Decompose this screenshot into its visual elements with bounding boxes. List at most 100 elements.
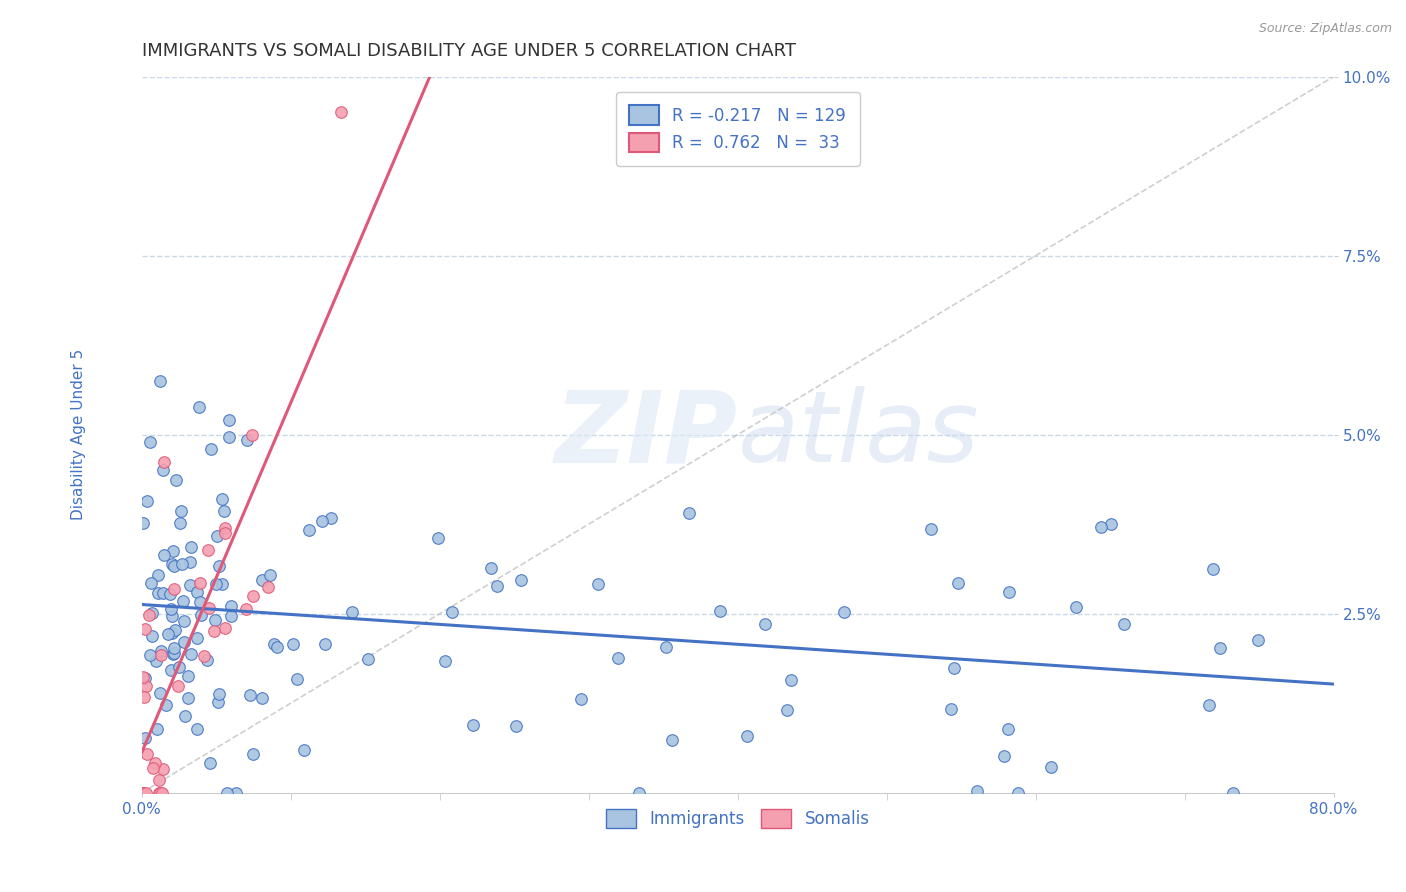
Point [208,558,231,573]
Point [319,510,342,524]
Point [218,413,240,427]
Point [169,516,191,531]
Point [159,664,181,678]
Point [176,691,198,706]
Point [212,504,235,518]
Point [735,730,758,744]
Point [197,543,219,558]
Point [138,608,160,623]
Point [219,609,242,624]
Point [136,494,159,508]
Point [207,695,229,709]
Point [142,761,165,775]
Point [250,690,273,705]
Point [357,652,380,666]
Point [200,756,222,771]
Point [214,622,236,636]
Point [157,627,180,641]
Point [780,673,803,688]
Point [997,723,1019,737]
Point [132,516,155,530]
Point [132,670,155,684]
Point [139,434,162,449]
Point [170,504,193,518]
Point [311,514,333,528]
Point [141,606,163,620]
Point [132,786,155,800]
Point [434,654,457,668]
Point [179,555,201,569]
Point [150,786,173,800]
Point [134,671,156,685]
Point [586,576,609,591]
Point [202,624,225,638]
Point [186,631,208,645]
Point [180,540,202,554]
Legend: Immigrants, Somalis: Immigrants, Somalis [599,802,876,834]
Point [709,604,731,618]
Point [145,654,167,668]
Point [240,427,263,442]
Point [152,762,174,776]
Point [186,722,208,736]
Point [134,622,156,636]
Point [149,786,172,800]
Point [145,722,167,736]
Point [197,600,219,615]
Y-axis label: Disability Age Under 5: Disability Age Under 5 [72,349,86,520]
Point [200,442,222,456]
Point [281,637,304,651]
Point [1007,786,1029,800]
Point [235,433,257,447]
Point [225,786,247,800]
Point [257,581,280,595]
Point [163,582,186,597]
Point [1112,616,1135,631]
Point [149,686,172,700]
Point [155,698,177,712]
Point [1202,562,1225,576]
Point [205,529,228,543]
Point [218,430,240,444]
Point [173,615,195,629]
Text: IMMIGRANTS VS SOMALI DISABILITY AGE UNDER 5 CORRELATION CHART: IMMIGRANTS VS SOMALI DISABILITY AGE UNDE… [142,42,796,60]
Point [163,558,186,573]
Point [135,680,157,694]
Point [188,401,211,415]
Point [314,637,336,651]
Point [153,455,176,469]
Point [509,573,531,587]
Point [160,558,183,572]
Point [250,574,273,588]
Point [152,586,174,600]
Point [479,561,502,575]
Point [214,526,236,541]
Point [340,605,363,619]
Point [174,708,197,723]
Point [655,640,678,654]
Point [172,557,194,571]
Point [426,532,449,546]
Point [678,507,700,521]
Point [186,585,208,599]
Point [159,602,181,616]
Point [217,786,239,800]
Point [607,650,630,665]
Point [292,743,315,757]
Point [298,523,321,537]
Point [162,608,184,623]
Point [214,521,236,535]
Point [143,756,166,771]
Point [166,680,188,694]
Point [152,462,174,476]
Point [179,578,201,592]
Point [205,577,228,591]
Point [266,640,288,655]
Point [211,491,233,506]
Point [180,647,202,661]
Point [162,648,184,662]
Point [165,474,187,488]
Point [148,586,170,600]
Point [141,576,163,591]
Point [173,634,195,648]
